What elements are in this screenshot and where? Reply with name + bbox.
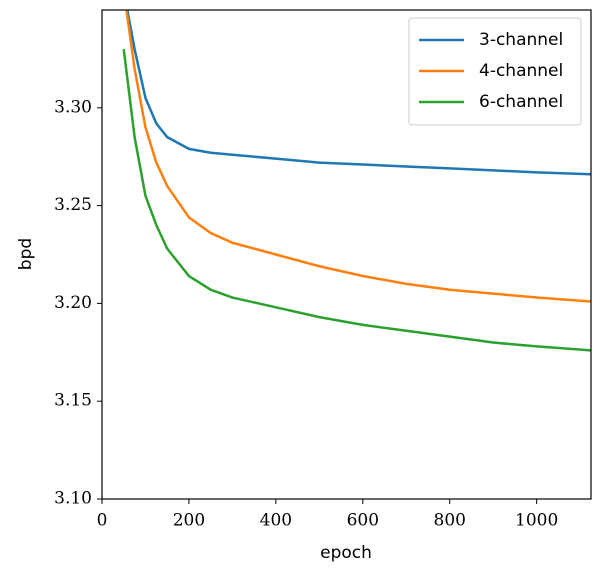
legend-label: 3-channel bbox=[479, 30, 563, 50]
y-tick-label: 3.30 bbox=[54, 97, 92, 117]
y-axis-label: bpd bbox=[16, 238, 36, 270]
x-axis-label: epoch bbox=[320, 543, 372, 563]
x-tick-label: 1000 bbox=[515, 511, 558, 531]
y-tick-label: 3.20 bbox=[54, 293, 92, 313]
series-line bbox=[122, 48, 591, 352]
x-tick-label: 600 bbox=[347, 511, 379, 531]
y-tick-label: 3.15 bbox=[54, 391, 92, 411]
series-line bbox=[126, 10, 591, 176]
plot-area bbox=[122, 10, 591, 352]
legend-label: 4-channel bbox=[479, 61, 563, 81]
y-tick-label: 3.10 bbox=[54, 489, 92, 509]
axes-frame bbox=[101, 9, 592, 500]
x-tick-label: 800 bbox=[434, 511, 466, 531]
x-tick-label: 200 bbox=[173, 511, 205, 531]
series-line bbox=[125, 10, 591, 303]
legend-label: 6-channel bbox=[479, 92, 563, 112]
x-tick-label: 400 bbox=[260, 511, 292, 531]
x-tick-label: 0 bbox=[97, 511, 108, 531]
legend-box bbox=[408, 17, 582, 126]
y-tick-label: 3.25 bbox=[54, 195, 92, 215]
